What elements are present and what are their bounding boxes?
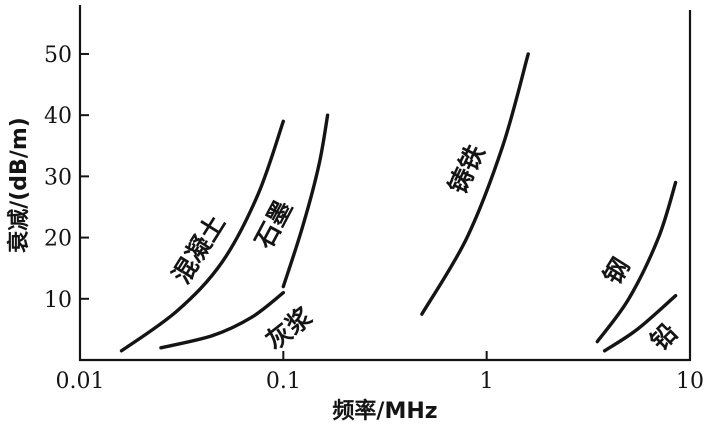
series-curve: [420, 52, 530, 316]
series-label: 钢: [598, 253, 636, 290]
x-axis-title: 频率/MHz: [332, 398, 437, 424]
series-curve: [119, 119, 285, 353]
ticks: [79, 52, 691, 360]
y-axis-title: 衰减/(dB/m): [6, 117, 32, 254]
y-tick-label: 40: [44, 104, 72, 129]
series-curve: [602, 294, 678, 353]
series-curve: [281, 113, 330, 289]
series-label: 石墨: [249, 195, 299, 254]
tick-labels: 0.01 0.1 1 10 10 20 30 40 50: [44, 43, 704, 394]
series-label: 铅: [645, 318, 683, 356]
axes: [78, 5, 692, 362]
y-tick-label: 20: [44, 227, 72, 252]
y-tick-label: 50: [44, 43, 72, 68]
y-tick-label: 30: [44, 165, 72, 190]
plot-frame: [78, 5, 692, 362]
x-tick-label: 1: [480, 369, 494, 394]
series-label: 铸铁: [443, 141, 490, 199]
x-tick-label: 0.1: [266, 369, 301, 394]
series-curves: [119, 52, 678, 353]
series-label: 混凝土: [167, 210, 231, 289]
series-label: 灰浆: [260, 302, 317, 356]
x-tick-label: 10: [676, 369, 704, 394]
series-curve: [595, 180, 678, 344]
series-curve: [159, 291, 285, 350]
x-tick-label: 0.01: [56, 369, 105, 394]
y-tick-label: 10: [44, 288, 72, 313]
